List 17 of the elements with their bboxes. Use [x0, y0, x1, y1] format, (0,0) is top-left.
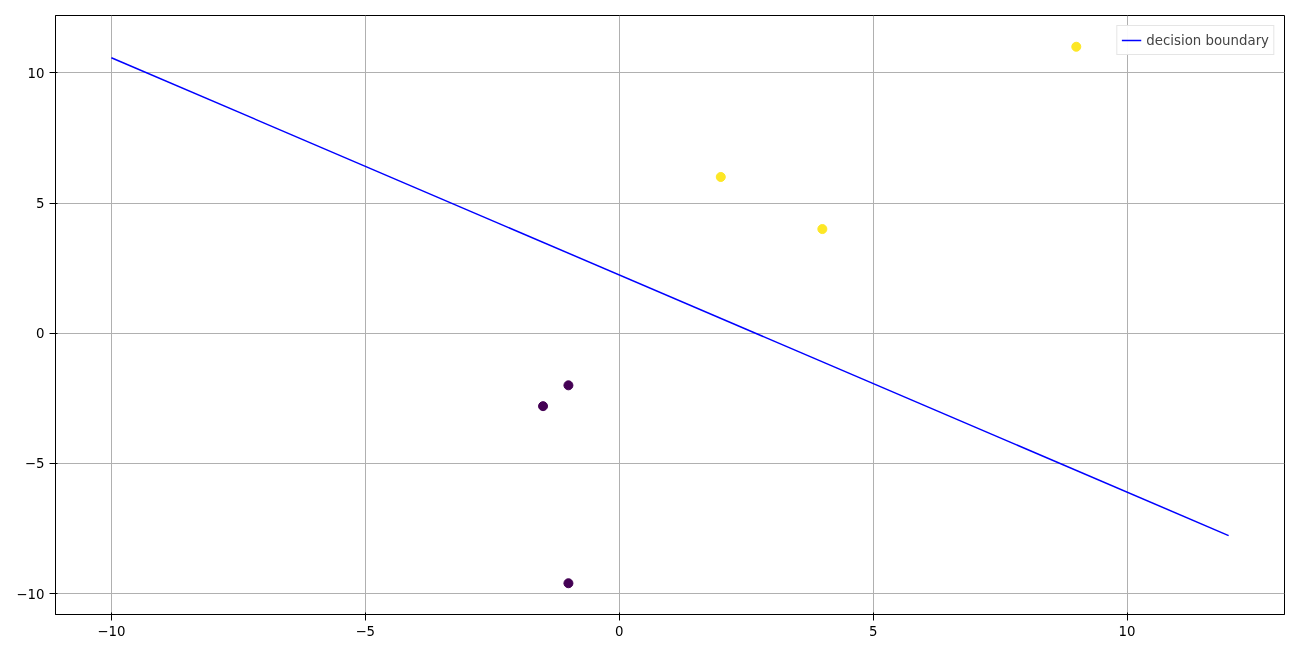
y-tick-label: −10 — [16, 586, 45, 602]
y-tick-label: 5 — [36, 196, 45, 212]
y-tick-label: 0 — [36, 326, 45, 342]
x-tick-label: −5 — [355, 623, 376, 639]
point — [1071, 41, 1082, 52]
point — [817, 224, 828, 235]
point — [563, 578, 574, 589]
point — [563, 380, 574, 391]
y-tick-label: −5 — [24, 456, 45, 472]
x-tick-label: 10 — [1118, 623, 1136, 639]
y-tick-label: 10 — [27, 65, 45, 81]
x-tick-label: 0 — [614, 623, 624, 639]
x-tick-label: 5 — [868, 623, 878, 639]
point — [715, 171, 726, 182]
legend-label: decision boundary — [1146, 32, 1269, 48]
x-tick-label: −10 — [97, 623, 126, 639]
point — [538, 401, 549, 412]
